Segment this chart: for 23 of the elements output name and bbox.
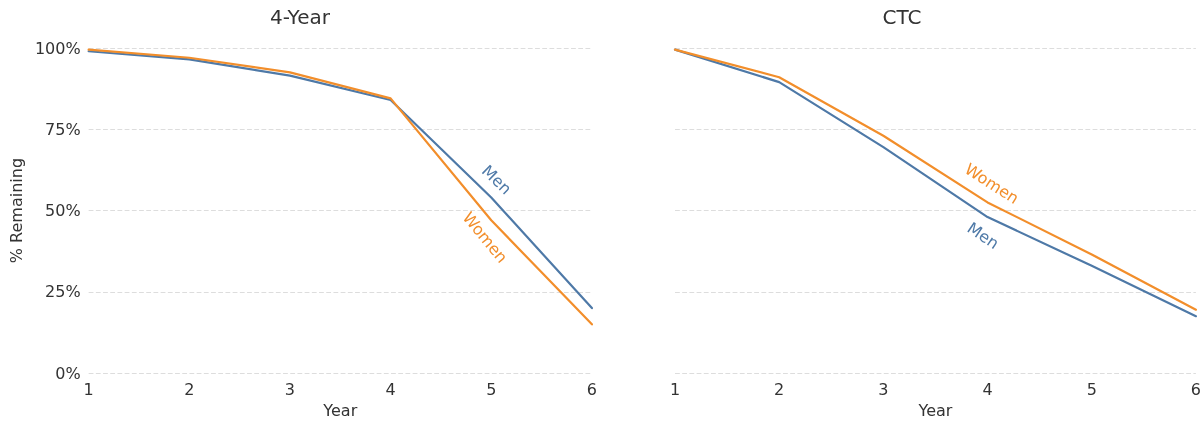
y-axis-title: % Remaining [6, 157, 26, 264]
y-tick-label: 25% [45, 282, 81, 302]
x-tick-label: 3 [878, 379, 889, 399]
y-tick-label: 50% [45, 201, 81, 221]
x-tick-label: 2 [774, 379, 785, 399]
x-tick-label: 6 [1190, 379, 1201, 399]
x-tick-label: 1 [669, 379, 681, 399]
x-tick-label: 4 [385, 379, 396, 399]
x-axis-title: Year [322, 400, 358, 420]
x-tick-label: 5 [1086, 379, 1097, 399]
x-tick-label: 6 [586, 379, 597, 399]
y-tick-label: 100% [34, 38, 81, 58]
chart-title: 4-Year [270, 5, 331, 29]
text: Men [963, 218, 1003, 253]
y-tick-label: 0% [55, 363, 81, 383]
x-tick-label: 2 [184, 379, 195, 399]
chart-title: CTC [882, 5, 922, 29]
y-tick-label: 75% [45, 119, 81, 139]
x-tick-label: 4 [982, 379, 993, 399]
x-tick-label: 5 [486, 379, 497, 399]
x-tick-label: 1 [83, 379, 94, 399]
x-tick-label: 3 [284, 379, 296, 399]
x-axis-title: Year [917, 400, 953, 420]
